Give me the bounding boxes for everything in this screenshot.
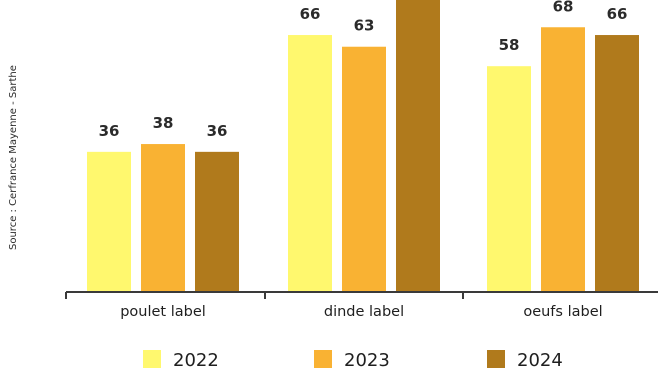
bar-poulet-label-2024: [195, 151, 239, 292]
bar-dinde-label-2022: [288, 35, 332, 292]
data-label: 66: [607, 5, 628, 23]
legend-label-2024: 2024: [517, 350, 563, 371]
bar-poulet-label-2022: [87, 151, 131, 292]
data-labels-layer: 36 66 58 38 63 68 36 66: [99, 0, 628, 140]
x-tick-label: oeufs label: [523, 304, 602, 320]
bars-layer: [87, 0, 639, 293]
x-tick-label: dinde label: [324, 304, 404, 320]
legend-label-2023: 2023: [344, 350, 390, 371]
data-label: 66: [300, 5, 321, 23]
source-label: Source : Cerfrance Mayenne - Sarthe: [8, 65, 19, 250]
bar-oeufs-label-2023: [541, 27, 585, 293]
data-label: 36: [99, 122, 120, 140]
data-label: 38: [153, 114, 174, 132]
data-label: 63: [354, 17, 375, 35]
x-axis: poulet label dinde label oeufs label: [65, 291, 658, 320]
data-label: 58: [499, 36, 520, 54]
bar-dinde-label-2023: [342, 46, 386, 292]
data-label: 68: [553, 0, 574, 15]
legend-swatch-2023: [314, 350, 332, 368]
data-label: 36: [207, 122, 228, 140]
legend-swatch-2022: [143, 350, 161, 368]
legend-label-2022: 2022: [173, 350, 219, 371]
bar-oeufs-label-2024: [595, 35, 639, 292]
legend-swatch-2024: [487, 350, 505, 368]
bar-oeufs-label-2022: [487, 66, 531, 292]
bar-dinde-label-2024: [396, 0, 440, 292]
x-tick-label: poulet label: [120, 304, 206, 320]
legend: 2022 2023 2024: [143, 350, 563, 371]
bar-poulet-label-2023: [141, 144, 185, 292]
